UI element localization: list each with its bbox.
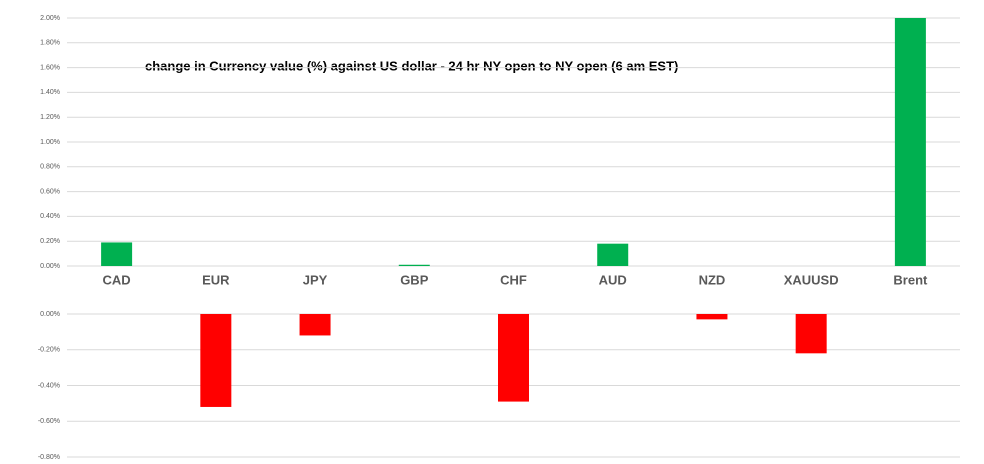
bar [101, 242, 133, 266]
y-tick-label: 2.00% [40, 15, 60, 22]
y-tick-label: 1.00% [40, 139, 60, 146]
y-tick-label: -0.80% [38, 454, 60, 461]
y-tick-label: 1.40% [40, 89, 60, 96]
y-tick-label: 1.20% [40, 114, 60, 121]
bar [696, 314, 728, 320]
x-tick-label: Brent [893, 272, 928, 287]
y-tick-label: 1.80% [40, 40, 60, 47]
x-tick-label: CHF [500, 272, 527, 287]
y-tick-label: 0.60% [40, 188, 60, 195]
y-tick-label: -0.20% [38, 347, 60, 354]
x-tick-label: JPY [303, 272, 328, 287]
x-tick-label: NZD [699, 272, 726, 287]
y-tick-label: 0.40% [40, 213, 60, 220]
y-tick-label: 0.00% [40, 263, 60, 270]
y-tick-label: -0.40% [38, 382, 60, 389]
chart-title: change in Currency value (%) against US … [145, 58, 678, 73]
y-tick-label: 0.20% [40, 238, 60, 245]
x-tick-label: CAD [103, 272, 131, 287]
bar [795, 314, 827, 354]
y-tick-label: 0.00% [40, 311, 60, 318]
x-tick-label: GBP [400, 272, 429, 287]
bar [299, 314, 331, 336]
y-tick-label: 0.80% [40, 164, 60, 171]
y-tick-label: -0.60% [38, 418, 60, 425]
bar [894, 18, 926, 266]
x-tick-label: XAUUSD [784, 272, 839, 287]
x-tick-label: EUR [202, 272, 230, 287]
bar [498, 314, 529, 402]
x-tick-label: AUD [599, 272, 627, 287]
y-tick-label: 1.60% [40, 64, 60, 71]
bar [398, 264, 430, 266]
bar [200, 314, 232, 407]
bar [597, 243, 629, 266]
